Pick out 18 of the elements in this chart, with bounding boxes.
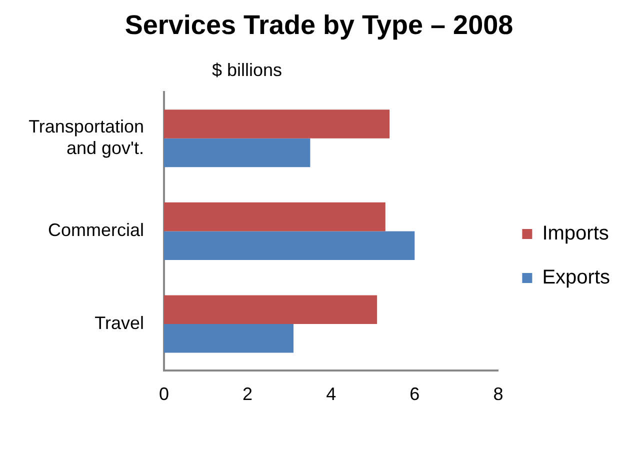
chart-title: Services Trade by Type – 2008 <box>124 9 514 42</box>
bar <box>164 110 390 138</box>
legend-label: Exports <box>542 266 610 289</box>
bar <box>164 295 378 324</box>
y-tick-label: Transportation and gov't. <box>28 116 144 158</box>
x-tick-label: 8 <box>493 384 504 404</box>
bar <box>164 324 294 353</box>
bar <box>164 231 415 260</box>
legend-label: Imports <box>542 222 609 245</box>
x-tick-label: 6 <box>410 384 420 404</box>
bar <box>164 202 386 232</box>
x-tick-label: 0 <box>158 384 170 404</box>
x-axis-title: $ billions <box>212 60 282 80</box>
bar <box>164 138 310 168</box>
y-tick-label: Commercial <box>48 220 144 240</box>
y-tick-label: Travel <box>94 312 144 333</box>
x-tick-label: 4 <box>326 384 336 404</box>
x-tick-label: 2 <box>242 384 253 404</box>
